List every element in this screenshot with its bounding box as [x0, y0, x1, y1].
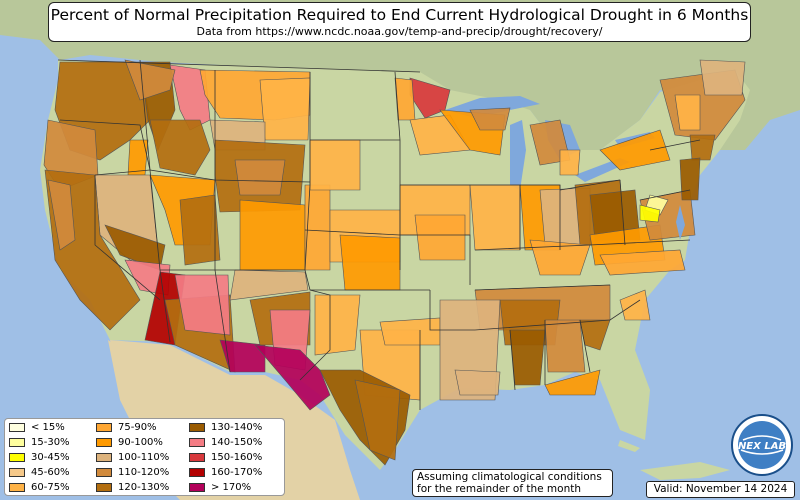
drought-region [544, 369, 601, 396]
drought-region [354, 379, 401, 461]
drought-region [174, 274, 231, 336]
florida-keys [618, 440, 640, 452]
map-subtitle: Data from https://www.ncdc.noaa.gov/temp… [196, 25, 603, 38]
legend-swatch [9, 467, 25, 477]
legend-swatch [189, 467, 205, 477]
drought-region [599, 129, 671, 171]
legend-swatch [189, 422, 205, 432]
legend-swatch [96, 422, 112, 432]
legend-item: 15-30% [9, 437, 70, 451]
drought-region [414, 214, 466, 261]
legend-item: 90-100% [96, 437, 163, 451]
drought-region [304, 184, 331, 271]
legend-swatch [96, 467, 112, 477]
drought-region [699, 59, 746, 96]
legend-item: 30-45% [9, 452, 70, 466]
legend: < 15% 15-30% 30-45% 45-60% 60-75% 75-90% 90-10… [4, 418, 285, 496]
legend-label: 160-170% [211, 467, 263, 478]
drought-region [234, 159, 286, 196]
legend-label: > 170% [211, 482, 252, 493]
drought-region [529, 239, 591, 276]
legend-swatch [96, 437, 112, 447]
drought-region [469, 184, 521, 251]
drought-region [229, 269, 309, 301]
chesapeake-bay [676, 205, 685, 240]
drought-region [544, 319, 586, 373]
legend-item: 75-90% [96, 422, 157, 436]
legend-swatch [189, 482, 205, 492]
legend-item: 110-120% [96, 467, 169, 481]
legend-item: > 170% [189, 482, 251, 496]
map-title: Percent of Normal Precipitation Required… [50, 6, 749, 24]
legend-swatch [96, 482, 112, 492]
drought-region [149, 119, 211, 176]
legend-item: 100-110% [96, 452, 169, 466]
drought-region [124, 59, 176, 101]
drought-region [339, 234, 401, 291]
drought-region [619, 289, 651, 321]
drought-region [639, 204, 661, 223]
legend-swatch [189, 452, 205, 462]
legend-label: 120-130% [118, 482, 170, 493]
drought-region [559, 149, 581, 176]
legend-swatch [9, 437, 25, 447]
map-title-box: Percent of Normal Precipitation Required… [48, 2, 751, 42]
drought-region [469, 107, 511, 131]
legend-label: < 15% [31, 422, 65, 433]
legend-item: 150-160% [189, 452, 262, 466]
legend-item: 140-150% [189, 437, 262, 451]
legend-swatch [189, 437, 205, 447]
valid-date: Valid: November 14 2024 [646, 481, 795, 498]
note-line-2: for the remainder of the month [417, 483, 582, 495]
drought-region [379, 317, 441, 346]
drought-region [509, 329, 546, 386]
legend-label: 150-160% [211, 452, 263, 463]
legend-label: 90-100% [118, 437, 163, 448]
legend-item: 120-130% [96, 482, 169, 496]
legend-label: 100-110% [118, 452, 170, 463]
drought-region [219, 339, 266, 373]
drought-region [259, 77, 311, 141]
legend-label: 75-90% [118, 422, 157, 433]
drought-region [239, 199, 306, 271]
note-line-1: Assuming climatological conditions [417, 471, 602, 483]
legend-label: 110-120% [118, 467, 170, 478]
drought-region [254, 344, 331, 411]
legend-label: 60-75% [31, 482, 70, 493]
legend-item: 160-170% [189, 467, 262, 481]
legend-swatch [96, 452, 112, 462]
assumption-note: Assuming climatological conditions for t… [412, 469, 613, 497]
drought-region [47, 179, 76, 251]
state-borders [57, 59, 701, 410]
drought-region [179, 194, 221, 266]
drought-region [679, 157, 701, 201]
legend-item: 45-60% [9, 467, 70, 481]
drought-region [674, 94, 701, 131]
legend-label: 45-60% [31, 467, 70, 478]
drought-region [314, 294, 361, 356]
lake-michigan [510, 120, 526, 190]
drought-region [309, 139, 361, 191]
legend-item: 130-140% [189, 422, 262, 436]
legend-swatch [9, 452, 25, 462]
legend-label: 30-45% [31, 452, 70, 463]
legend-item: < 15% [9, 422, 65, 436]
legend-item: 60-75% [9, 482, 70, 496]
drought-region [454, 369, 501, 396]
nexlab-logo: NEX LAB [731, 414, 793, 476]
logo-text: NEX LAB [738, 441, 786, 452]
drought-region [689, 134, 716, 161]
drought-region [599, 249, 686, 276]
legend-label: 140-150% [211, 437, 263, 448]
legend-label: 130-140% [211, 422, 263, 433]
legend-swatch [9, 422, 25, 432]
legend-label: 15-30% [31, 437, 70, 448]
legend-swatch [9, 482, 25, 492]
drought-region [127, 139, 149, 176]
cuba-land [640, 462, 730, 480]
